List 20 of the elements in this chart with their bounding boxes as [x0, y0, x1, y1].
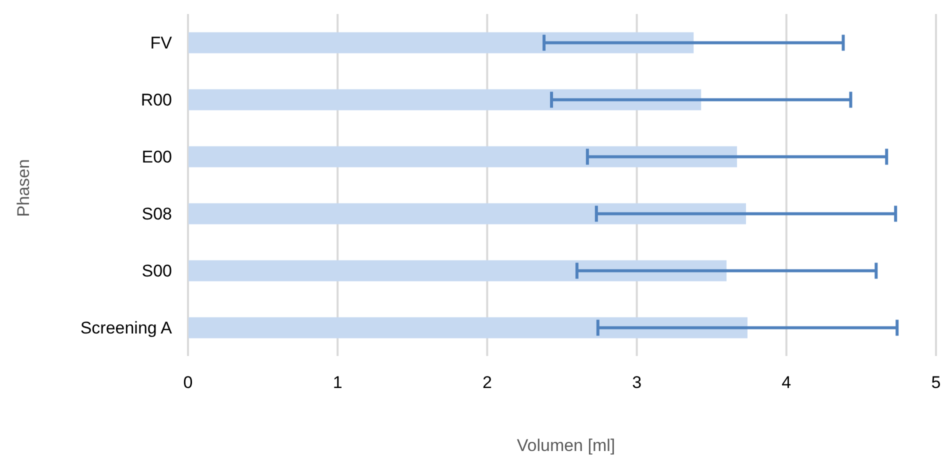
- x-tick-label: 4: [782, 373, 792, 392]
- bar: [188, 317, 748, 338]
- bar: [188, 203, 746, 224]
- y-tick-label: R00: [140, 90, 172, 110]
- y-tick-label: E00: [142, 148, 172, 167]
- y-tick-label: S00: [142, 262, 172, 281]
- x-tick-label: 0: [183, 373, 193, 392]
- x-axis-title: Volumen [ml]: [516, 436, 616, 456]
- y-tick-label: FV: [150, 34, 173, 53]
- x-tick-label: 5: [931, 373, 941, 392]
- bar: [188, 32, 694, 54]
- bar: [188, 260, 727, 282]
- y-tick-label: S08: [142, 204, 172, 224]
- y-axis-title: Phasen: [14, 159, 34, 217]
- x-tick-label: 1: [332, 373, 342, 392]
- y-tick-label: Screening A: [80, 318, 173, 338]
- bar: [188, 146, 738, 168]
- x-tick-label: 3: [632, 373, 642, 392]
- x-tick-label: 2: [482, 373, 492, 392]
- bar: [188, 89, 702, 110]
